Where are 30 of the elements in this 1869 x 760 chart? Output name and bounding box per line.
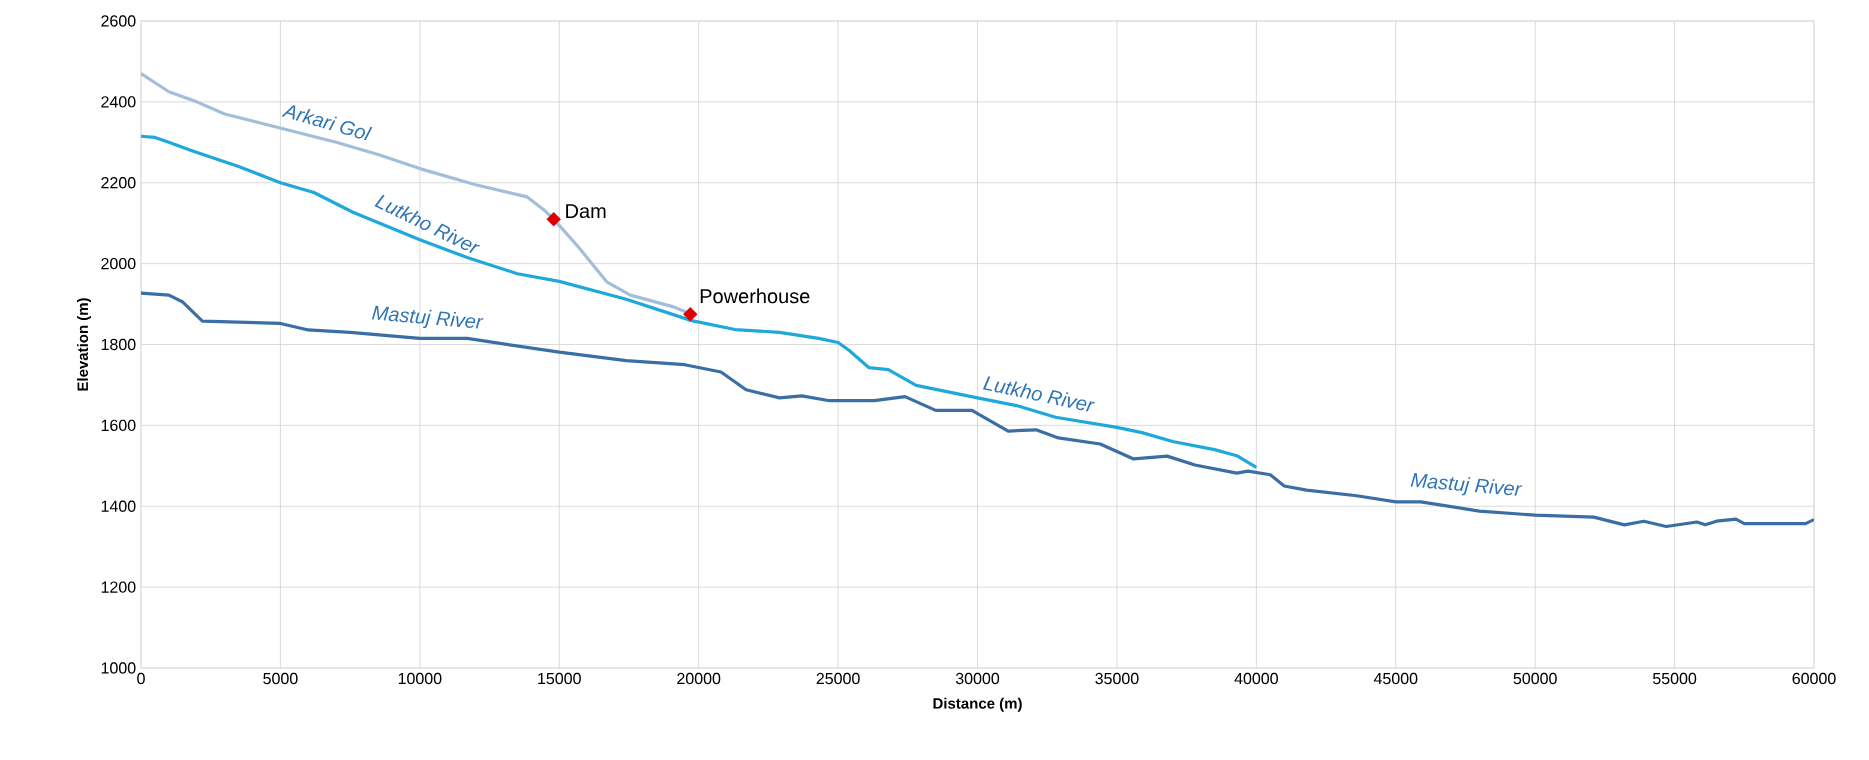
x-tick-label: 20000 [677, 672, 721, 685]
x-axis-title: Distance (m) [933, 697, 1022, 712]
x-tick-label: 15000 [538, 672, 581, 685]
y-tick-label: 2400 [101, 96, 136, 108]
annotation: Lutkho River [982, 376, 1095, 412]
annotation: Mastuj River [1410, 473, 1523, 496]
x-tick-label: 35000 [1095, 672, 1139, 685]
y-tick-label: 2000 [101, 257, 136, 270]
y-tick-label: 2600 [101, 15, 136, 27]
text: Arkari Gol [281, 105, 373, 141]
series-label: Mastuj River [371, 305, 484, 329]
x-tick-label: 0 [137, 672, 145, 685]
y-tick-label: 1600 [101, 419, 136, 432]
annotation: Dam [566, 204, 606, 219]
x-tick-label: 25000 [816, 672, 860, 685]
x-tick-label: 30000 [955, 672, 1000, 685]
annotation: Powerhouse [700, 288, 810, 304]
y-axis-title: Elevation (m) [77, 298, 92, 391]
y-tick-label: 1000 [101, 662, 136, 674]
x-tick-label: 40000 [1234, 672, 1278, 685]
x-tick-label: 5000 [263, 672, 298, 685]
x-tick-label: 50000 [1513, 672, 1557, 685]
y-tick-label: 2200 [101, 177, 136, 189]
y-tick-label: 1800 [101, 338, 136, 351]
x-tick-label: 55000 [1652, 672, 1697, 685]
x-tick-label: 10000 [398, 672, 442, 685]
x-tick-label: 45000 [1373, 672, 1418, 685]
x-tick-label: 60000 [1792, 672, 1836, 685]
y-tick-label: 1200 [101, 581, 136, 593]
y-tick-label: 1400 [101, 500, 136, 512]
